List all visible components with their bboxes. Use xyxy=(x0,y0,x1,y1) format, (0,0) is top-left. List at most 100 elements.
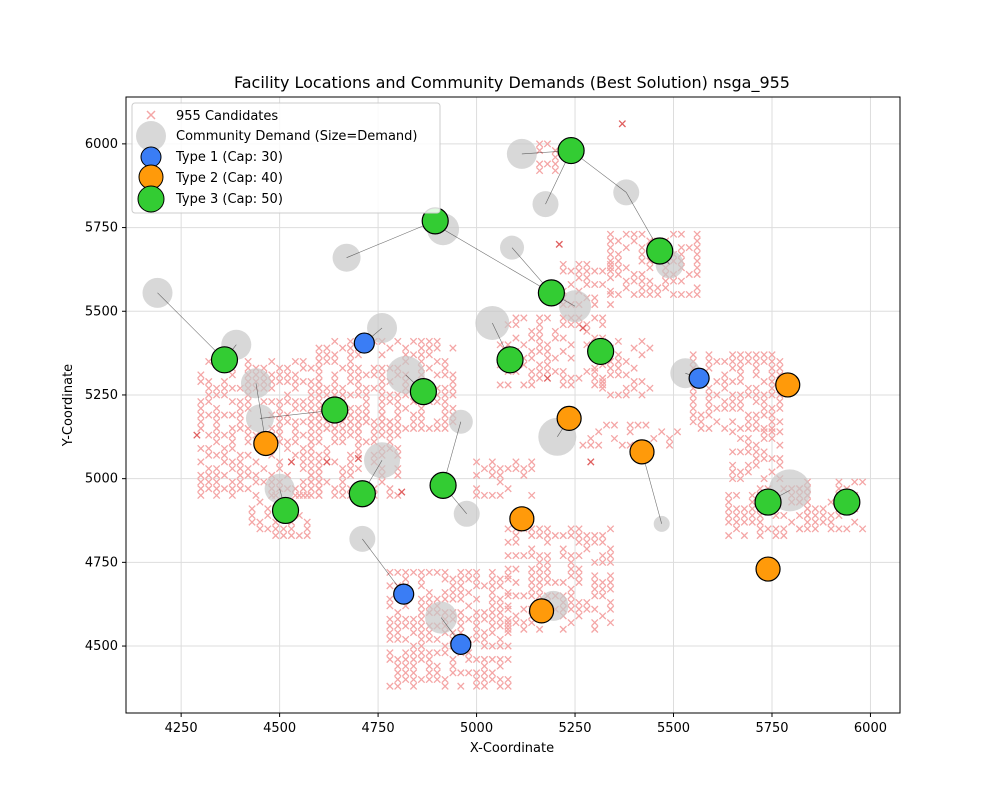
candidate-marker xyxy=(520,605,528,613)
candidate-marker xyxy=(303,525,311,533)
candidate-marker xyxy=(606,290,615,299)
candidate-marker xyxy=(275,377,284,386)
candidate-marker xyxy=(496,471,504,479)
candidate-marker xyxy=(433,669,441,677)
candidate-marker xyxy=(205,357,213,366)
candidate-marker xyxy=(543,565,552,573)
candidate-marker xyxy=(559,347,567,356)
candidate-marker xyxy=(724,531,733,540)
candidate-marker xyxy=(760,428,768,436)
candidate-marker xyxy=(697,424,705,433)
candidate-marker xyxy=(551,531,560,540)
candidate-marker xyxy=(591,300,599,309)
candidate-marker xyxy=(346,431,355,439)
candidate-marker xyxy=(606,243,615,252)
candidate-marker xyxy=(496,491,504,500)
candidate-marker xyxy=(338,424,347,433)
candidate-marker xyxy=(768,391,776,399)
candidate-marker xyxy=(283,397,292,406)
candidate-marker xyxy=(417,675,426,684)
y-axis-title: Y-Coordinate xyxy=(61,364,76,447)
candidate-marker xyxy=(713,404,721,413)
candidate-marker xyxy=(275,397,284,406)
candidate-marker xyxy=(299,464,307,473)
candidate-marker xyxy=(496,675,504,684)
candidate-marker xyxy=(622,277,630,285)
candidate-marker xyxy=(685,243,693,252)
candidate-marker xyxy=(425,588,433,597)
legend-marker-type3 xyxy=(137,185,165,213)
candidate-marker xyxy=(425,364,433,372)
candidate-marker xyxy=(409,615,418,623)
candidate-marker xyxy=(386,649,394,657)
candidate-marker xyxy=(496,464,504,473)
candidate-marker xyxy=(362,384,370,392)
candidate-marker xyxy=(236,424,244,433)
candidate-marker xyxy=(543,374,552,382)
candidate-marker xyxy=(685,290,693,299)
candidate-marker xyxy=(252,478,260,486)
candidate-marker xyxy=(315,404,323,413)
candidate-marker xyxy=(559,381,567,389)
candidate-marker xyxy=(543,361,552,369)
candidate-marker xyxy=(315,424,323,433)
y-tick-label: 4500 xyxy=(85,639,118,654)
candidate-marker xyxy=(417,655,426,664)
candidate-marker xyxy=(512,320,520,329)
candidate-marker xyxy=(236,478,244,486)
candidate-marker xyxy=(307,384,315,392)
candidate-marker xyxy=(551,334,560,342)
candidate-marker xyxy=(205,451,213,459)
candidate-marker xyxy=(402,675,410,684)
candidate-marker xyxy=(591,618,599,627)
candidate-marker xyxy=(472,491,481,500)
candidate-marker xyxy=(559,531,567,540)
candidate-marker xyxy=(567,381,575,389)
candidate-marker xyxy=(417,628,426,637)
candidate-marker xyxy=(752,448,760,456)
candidate-marker xyxy=(472,485,481,493)
candidate-marker xyxy=(579,324,587,332)
candidate-marker xyxy=(275,364,284,372)
candidate-marker xyxy=(303,491,311,500)
community-demand-point xyxy=(500,235,525,260)
candidate-marker xyxy=(279,531,288,540)
candidate-marker xyxy=(449,391,457,399)
candidate-marker xyxy=(354,438,363,446)
candidate-marker xyxy=(504,381,512,389)
candidate-marker xyxy=(409,628,418,637)
y-tick-label: 5250 xyxy=(85,388,118,403)
candidate-marker xyxy=(275,424,284,433)
x-axis-title: X-Coordinate xyxy=(470,741,554,756)
candidate-marker xyxy=(354,444,363,453)
candidate-marker xyxy=(331,491,339,500)
candidate-marker xyxy=(638,391,646,399)
candidate-marker xyxy=(575,605,583,613)
candidate-marker xyxy=(449,384,457,392)
candidate-marker xyxy=(212,491,221,500)
candidate-marker xyxy=(488,615,496,623)
candidate-marker xyxy=(409,622,418,630)
candidate-marker xyxy=(220,384,229,392)
candidate-marker xyxy=(386,682,394,690)
candidate-marker xyxy=(386,418,394,426)
candidate-marker xyxy=(606,264,615,272)
legend-label-candidates: 955 Candidates xyxy=(176,109,278,124)
candidate-marker xyxy=(496,655,504,664)
candidate-marker xyxy=(386,485,394,493)
candidate-marker xyxy=(638,250,646,259)
candidate-marker xyxy=(346,411,355,419)
candidate-marker xyxy=(512,531,520,540)
candidate-marker xyxy=(307,451,315,459)
candidate-marker xyxy=(291,397,300,406)
candidate-marker xyxy=(346,377,355,386)
candidate-marker xyxy=(472,669,481,677)
candidate-marker xyxy=(307,478,315,486)
candidate-marker xyxy=(591,578,599,587)
candidate-marker xyxy=(197,371,205,379)
candidate-marker xyxy=(504,572,512,580)
candidate-marker xyxy=(535,314,544,322)
candidate-marker xyxy=(370,384,378,392)
candidate-marker xyxy=(362,391,370,399)
candidate-marker xyxy=(551,578,560,587)
